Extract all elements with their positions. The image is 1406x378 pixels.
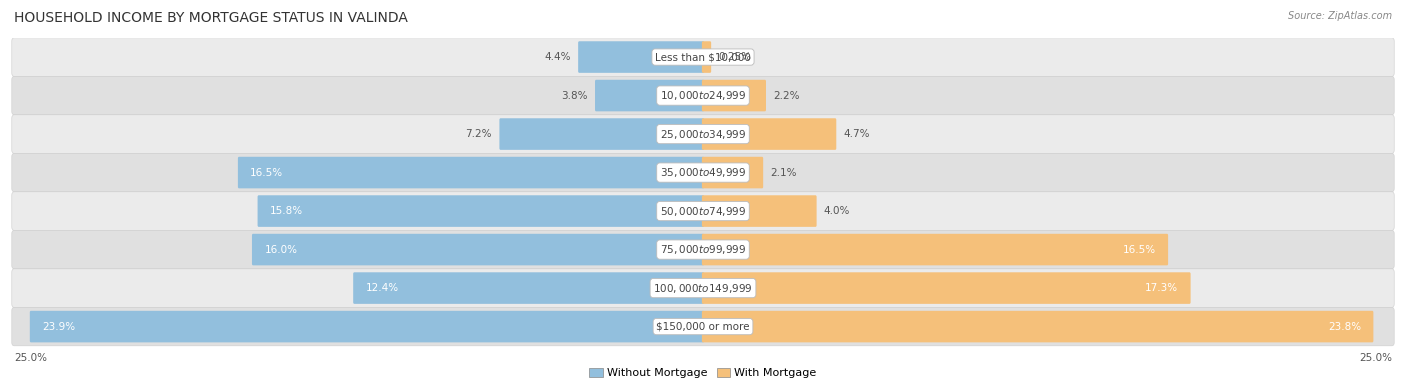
Text: 4.7%: 4.7% xyxy=(844,129,870,139)
Text: 15.8%: 15.8% xyxy=(270,206,304,216)
Text: Less than $10,000: Less than $10,000 xyxy=(655,52,751,62)
FancyBboxPatch shape xyxy=(11,192,1395,230)
Text: $25,000 to $34,999: $25,000 to $34,999 xyxy=(659,127,747,141)
Text: $75,000 to $99,999: $75,000 to $99,999 xyxy=(659,243,747,256)
FancyBboxPatch shape xyxy=(11,115,1395,153)
Text: $35,000 to $49,999: $35,000 to $49,999 xyxy=(659,166,747,179)
Text: $150,000 or more: $150,000 or more xyxy=(657,322,749,332)
Text: 7.2%: 7.2% xyxy=(465,129,492,139)
FancyBboxPatch shape xyxy=(238,157,704,188)
Text: $10,000 to $24,999: $10,000 to $24,999 xyxy=(659,89,747,102)
Text: 25.0%: 25.0% xyxy=(14,353,46,363)
Text: $50,000 to $74,999: $50,000 to $74,999 xyxy=(659,204,747,218)
FancyBboxPatch shape xyxy=(702,157,763,188)
FancyBboxPatch shape xyxy=(11,230,1395,269)
FancyBboxPatch shape xyxy=(702,311,1374,342)
FancyBboxPatch shape xyxy=(595,80,704,112)
Text: 23.8%: 23.8% xyxy=(1327,322,1361,332)
FancyBboxPatch shape xyxy=(499,118,704,150)
FancyBboxPatch shape xyxy=(11,153,1395,192)
Text: 23.9%: 23.9% xyxy=(42,322,76,332)
Text: 2.1%: 2.1% xyxy=(770,167,797,178)
FancyBboxPatch shape xyxy=(11,307,1395,346)
FancyBboxPatch shape xyxy=(702,195,817,227)
Text: 16.5%: 16.5% xyxy=(250,167,284,178)
Text: 2.2%: 2.2% xyxy=(773,91,800,101)
Text: $100,000 to $149,999: $100,000 to $149,999 xyxy=(654,282,752,294)
Text: 12.4%: 12.4% xyxy=(366,283,399,293)
FancyBboxPatch shape xyxy=(11,76,1395,115)
FancyBboxPatch shape xyxy=(252,234,704,265)
Text: 16.5%: 16.5% xyxy=(1122,245,1156,254)
Legend: Without Mortgage, With Mortgage: Without Mortgage, With Mortgage xyxy=(585,363,821,378)
FancyBboxPatch shape xyxy=(702,234,1168,265)
Text: 16.0%: 16.0% xyxy=(264,245,297,254)
FancyBboxPatch shape xyxy=(257,195,704,227)
FancyBboxPatch shape xyxy=(702,80,766,112)
Text: 17.3%: 17.3% xyxy=(1144,283,1178,293)
FancyBboxPatch shape xyxy=(30,311,704,342)
FancyBboxPatch shape xyxy=(702,118,837,150)
Text: 4.0%: 4.0% xyxy=(824,206,851,216)
FancyBboxPatch shape xyxy=(353,272,704,304)
FancyBboxPatch shape xyxy=(578,41,704,73)
Text: 3.8%: 3.8% xyxy=(561,91,588,101)
Text: 4.4%: 4.4% xyxy=(544,52,571,62)
Text: 25.0%: 25.0% xyxy=(1360,353,1392,363)
Text: 0.25%: 0.25% xyxy=(718,52,751,62)
FancyBboxPatch shape xyxy=(11,269,1395,307)
FancyBboxPatch shape xyxy=(702,41,711,73)
Text: Source: ZipAtlas.com: Source: ZipAtlas.com xyxy=(1288,11,1392,21)
Text: HOUSEHOLD INCOME BY MORTGAGE STATUS IN VALINDA: HOUSEHOLD INCOME BY MORTGAGE STATUS IN V… xyxy=(14,11,408,25)
FancyBboxPatch shape xyxy=(702,272,1191,304)
FancyBboxPatch shape xyxy=(11,38,1395,76)
